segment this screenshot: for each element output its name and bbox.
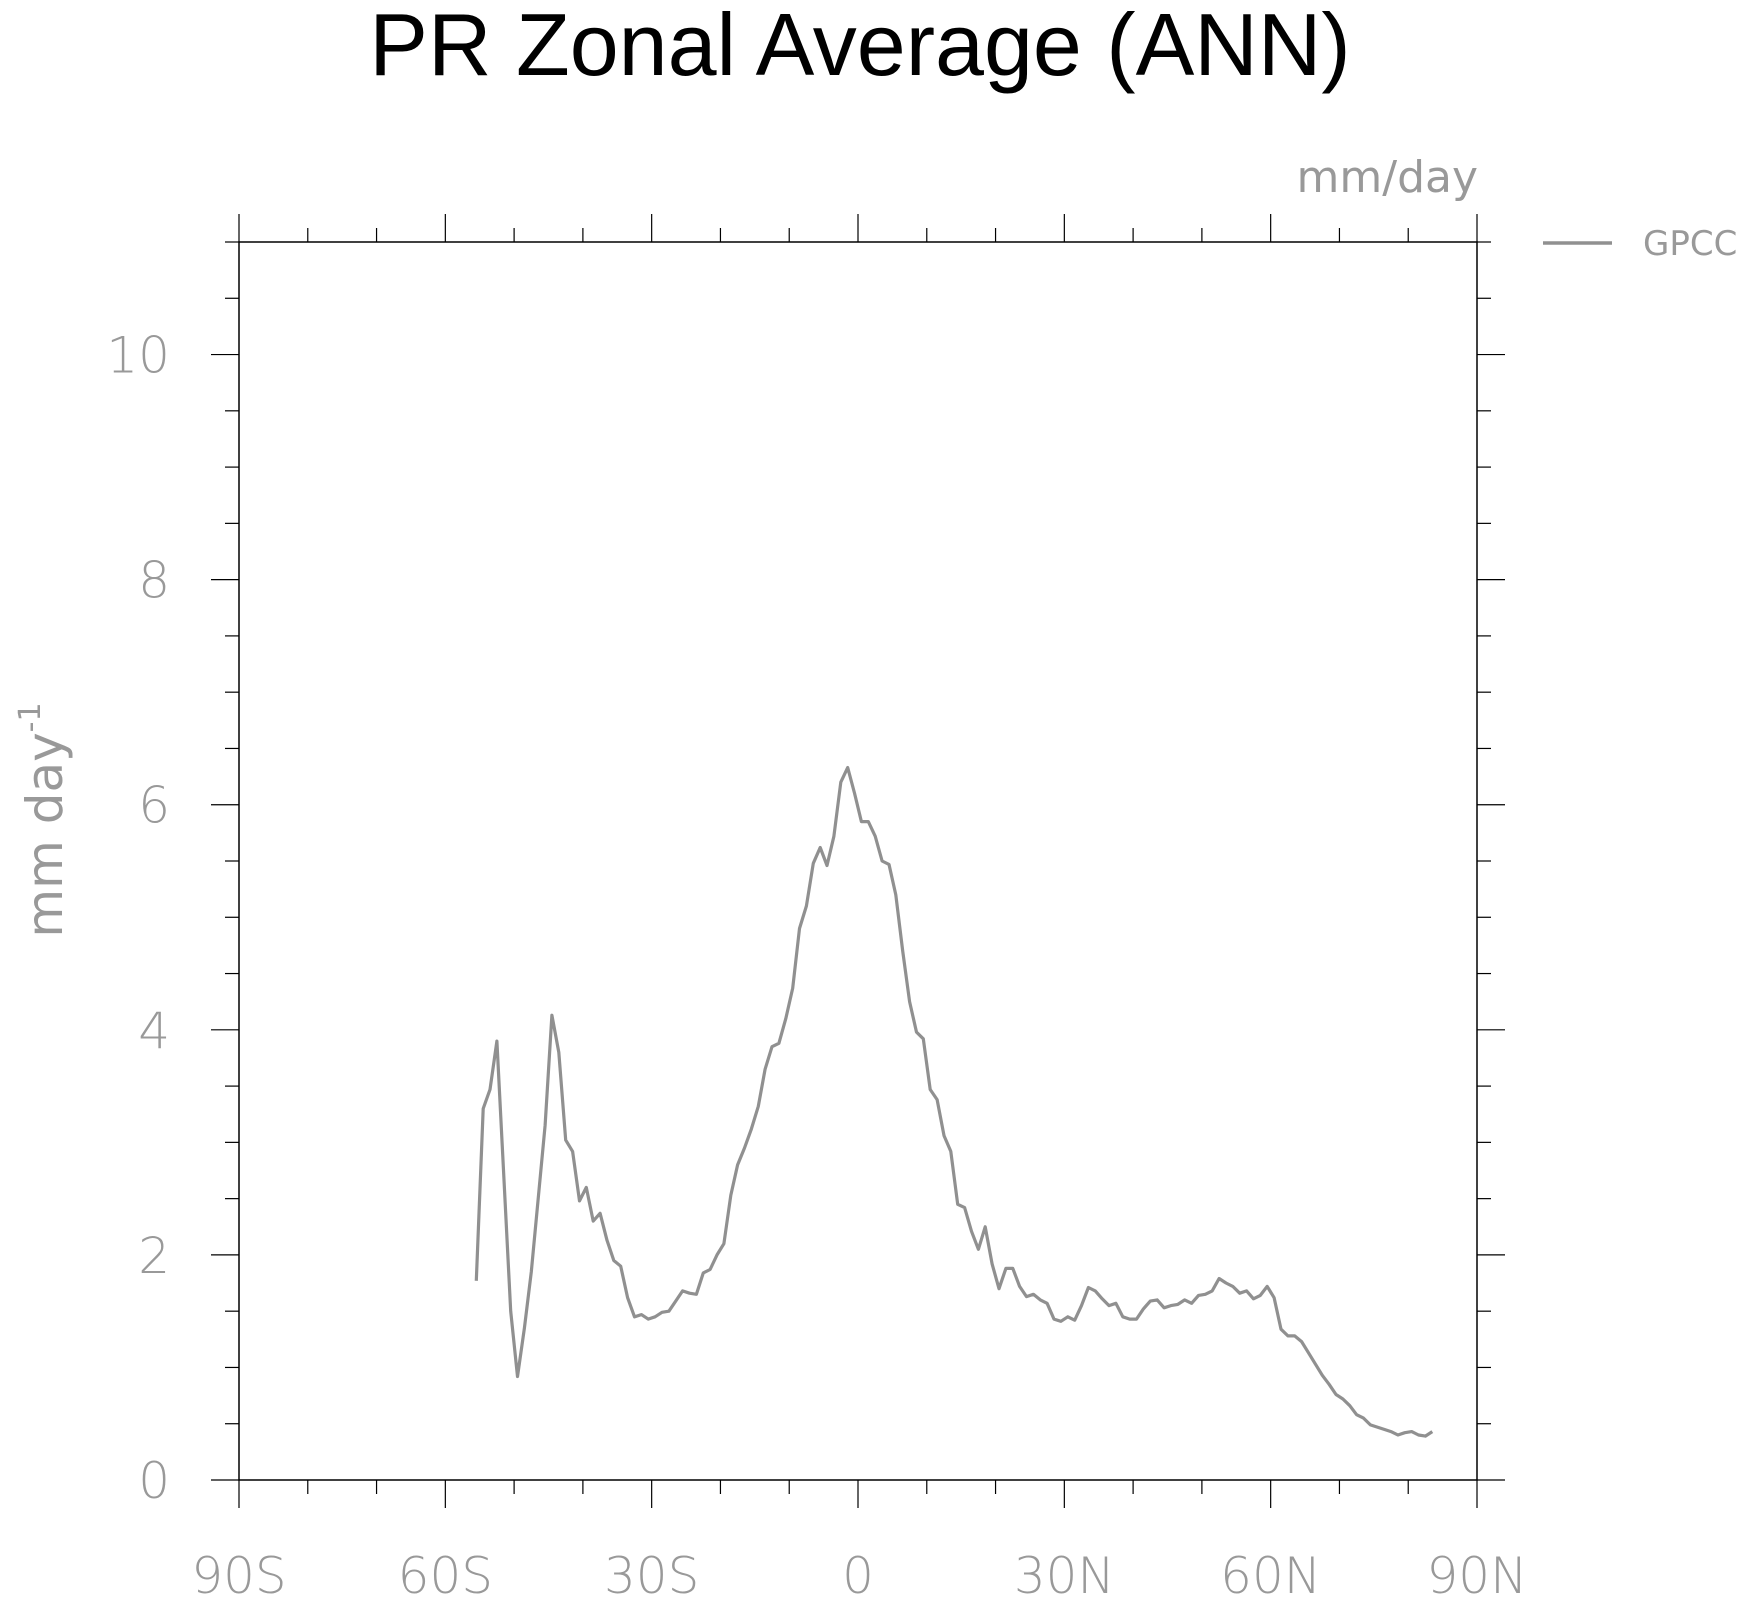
svg-text:mm day-1: mm day-1 <box>13 702 74 937</box>
x-tick-label: 90N <box>1426 1547 1527 1601</box>
x-tick-label: 60S <box>398 1547 493 1601</box>
plot-frame <box>238 241 1478 1481</box>
series-line-gpcc <box>474 765 1434 1438</box>
x-tick-label: 30N <box>1014 1547 1115 1601</box>
y-axis-label-text: mm day <box>16 732 74 937</box>
y-tick-label: 0 <box>138 1452 170 1510</box>
x-axis-tick-labels: 90S 60S 30S 0 30N 60N 90N <box>191 1547 1527 1601</box>
series-group <box>474 765 1434 1438</box>
legend: GPCC <box>1543 224 1737 264</box>
units-label: mm/day <box>1297 152 1478 203</box>
legend-label-gpcc: GPCC <box>1643 224 1737 264</box>
y-tick-label: 6 <box>138 777 170 835</box>
y-axis-tick-labels: 0 2 4 6 8 10 <box>106 327 170 1510</box>
x-tick-label: 90S <box>191 1547 286 1601</box>
y-axis-label: mm day-1 <box>13 702 74 937</box>
x-tick-label: 30S <box>604 1547 699 1601</box>
y-axis-label-superscript: -1 <box>13 702 48 732</box>
x-tick-label: 60N <box>1220 1547 1321 1601</box>
y-tick-label: 4 <box>138 1002 170 1060</box>
y-tick-label: 2 <box>138 1227 170 1285</box>
chart-title: PR Zonal Average (ANN) <box>369 0 1350 94</box>
y-tick-label: 10 <box>106 327 170 385</box>
y-tick-label: 8 <box>138 552 170 610</box>
y-axis-ticks <box>211 241 1505 1481</box>
x-tick-label: 0 <box>842 1547 874 1601</box>
x-axis-ticks <box>238 214 1478 1508</box>
